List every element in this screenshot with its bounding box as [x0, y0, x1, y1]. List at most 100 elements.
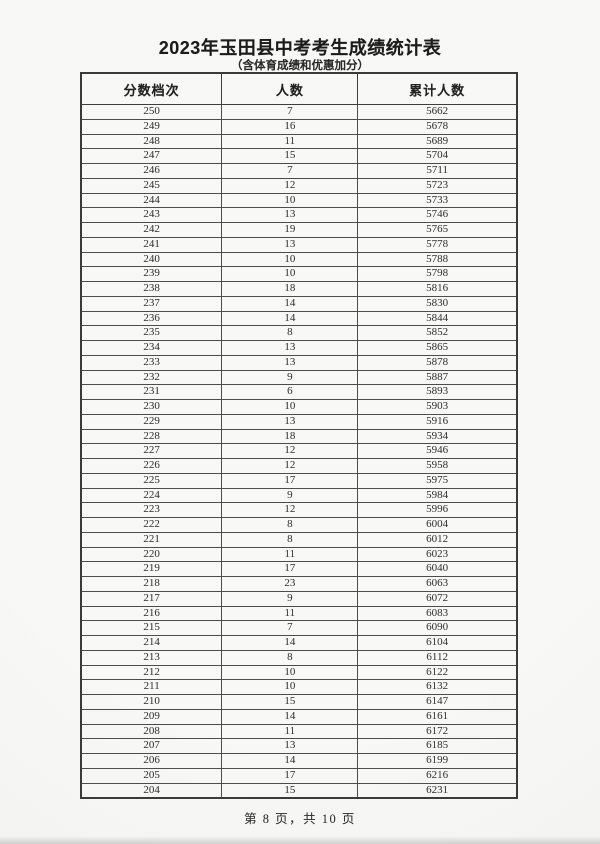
cell-count: 8	[221, 649, 359, 666]
header-row: 分数档次 人数 累计人数	[80, 72, 518, 105]
cell-count: 12	[221, 458, 359, 474]
cell-count: 17	[221, 561, 359, 577]
cell-score-level: 233	[80, 354, 223, 371]
table-row: 239 10 5798	[80, 266, 518, 282]
table-row: 218 23 6063	[80, 576, 518, 592]
cell-count: 17	[221, 767, 359, 784]
table-row: 226 12 5958	[80, 458, 518, 474]
cell-score-level: 239	[80, 266, 223, 282]
table-row: 234 13 5865	[80, 340, 518, 356]
cell-score-level: 235	[80, 325, 223, 341]
cell-cumulative-count: 6172	[357, 723, 518, 740]
page-subtitle: （含体育成绩和优惠加分）	[231, 60, 369, 72]
table-row: 215 7 6090	[80, 620, 518, 636]
cell-count: 18	[221, 281, 359, 297]
cell-cumulative-count: 5711	[357, 163, 518, 179]
cell-count: 8	[221, 325, 359, 341]
cell-count: 12	[221, 443, 359, 459]
cell-score-level: 212	[80, 664, 223, 681]
table-row: 216 11 6083	[80, 605, 518, 622]
cell-cumulative-count: 6122	[357, 664, 518, 681]
cell-score-level: 213	[80, 649, 223, 666]
cell-cumulative-count: 5984	[357, 487, 518, 504]
cell-cumulative-count: 5765	[357, 222, 518, 238]
table-row: 236 14 5844	[80, 310, 518, 327]
cell-count: 13	[221, 413, 359, 430]
score-statistics-table: 分数档次 人数 累计人数 250 7 5662 249 16 5678 248 11 5689 2…	[80, 72, 518, 800]
cell-cumulative-count: 5934	[357, 428, 518, 445]
table-row: 214 14 6104	[80, 635, 518, 651]
cell-count: 11	[221, 133, 359, 150]
table-row: 224 9 5984	[80, 487, 518, 504]
table-row: 220 11 6023	[80, 546, 518, 563]
cell-cumulative-count: 5798	[357, 266, 518, 282]
cell-count: 14	[221, 753, 359, 769]
cell-count: 15	[221, 782, 359, 799]
cell-cumulative-count: 6072	[357, 590, 518, 607]
table-row: 248 11 5689	[80, 133, 518, 150]
cell-cumulative-count: 6004	[357, 517, 518, 533]
cell-score-level: 214	[80, 635, 223, 651]
cell-score-level: 224	[80, 487, 223, 504]
table-row: 213 8 6112	[80, 649, 518, 666]
page-title: 2023年玉田县中考考生成绩统计表	[158, 38, 442, 58]
cell-count: 11	[221, 546, 359, 563]
photo-bottom-edge	[0, 836, 600, 844]
cell-score-level: 222	[80, 517, 223, 533]
cell-cumulative-count: 5723	[357, 177, 518, 194]
table-body: 250 7 5662 249 16 5678 248 11 5689 247 15 5704 246 7 5…	[80, 104, 518, 799]
cell-count: 10	[221, 192, 359, 209]
cell-score-level: 206	[80, 753, 223, 769]
table-row: 206 14 6199	[80, 753, 518, 769]
cell-score-level: 223	[80, 502, 223, 518]
cell-score-level: 240	[80, 251, 223, 268]
cell-cumulative-count: 5865	[357, 340, 518, 356]
table-row: 219 17 6040	[80, 561, 518, 577]
cell-cumulative-count: 5778	[357, 236, 518, 253]
cell-score-level: 216	[80, 605, 223, 622]
table-row: 205 17 6216	[80, 767, 518, 784]
cell-cumulative-count: 5844	[357, 310, 518, 327]
cell-score-level: 205	[80, 767, 223, 784]
table-row: 210 15 6147	[80, 694, 518, 710]
table-row: 222 8 6004	[80, 517, 518, 533]
cell-count: 7	[221, 163, 359, 179]
cell-cumulative-count: 6231	[357, 782, 518, 799]
cell-cumulative-count: 5958	[357, 458, 518, 474]
cell-count: 15	[221, 148, 359, 164]
cell-count: 14	[221, 635, 359, 651]
cell-score-level: 246	[80, 163, 223, 179]
cell-score-level: 209	[80, 708, 223, 725]
cell-cumulative-count: 5662	[357, 104, 518, 120]
cell-score-level: 219	[80, 561, 223, 577]
table-row: 241 13 5778	[80, 236, 518, 253]
cell-score-level: 204	[80, 782, 223, 799]
cell-score-level: 243	[80, 207, 223, 223]
cell-score-level: 221	[80, 531, 223, 548]
cell-cumulative-count: 5852	[357, 325, 518, 341]
cell-count: 10	[221, 664, 359, 681]
cell-score-level: 248	[80, 133, 223, 150]
cell-cumulative-count: 6112	[357, 649, 518, 666]
table-row: 233 13 5878	[80, 354, 518, 371]
cell-count: 8	[221, 517, 359, 533]
cell-count: 7	[221, 104, 359, 120]
cell-score-level: 244	[80, 192, 223, 209]
cell-count: 9	[221, 590, 359, 607]
table-row: 243 13 5746	[80, 207, 518, 223]
cell-score-level: 241	[80, 236, 223, 253]
table-row: 250 7 5662	[80, 104, 518, 120]
cell-score-level: 230	[80, 399, 223, 415]
cell-cumulative-count: 6104	[357, 635, 518, 651]
table-row: 225 17 5975	[80, 472, 518, 489]
cell-score-level: 242	[80, 222, 223, 238]
cell-count: 17	[221, 472, 359, 489]
cell-count: 14	[221, 295, 359, 312]
cell-count: 13	[221, 340, 359, 356]
cell-score-level: 225	[80, 472, 223, 489]
cell-count: 7	[221, 620, 359, 636]
cell-cumulative-count: 5816	[357, 281, 518, 297]
cell-count: 9	[221, 487, 359, 504]
table-row: 242 19 5765	[80, 222, 518, 238]
cell-cumulative-count: 5916	[357, 413, 518, 430]
